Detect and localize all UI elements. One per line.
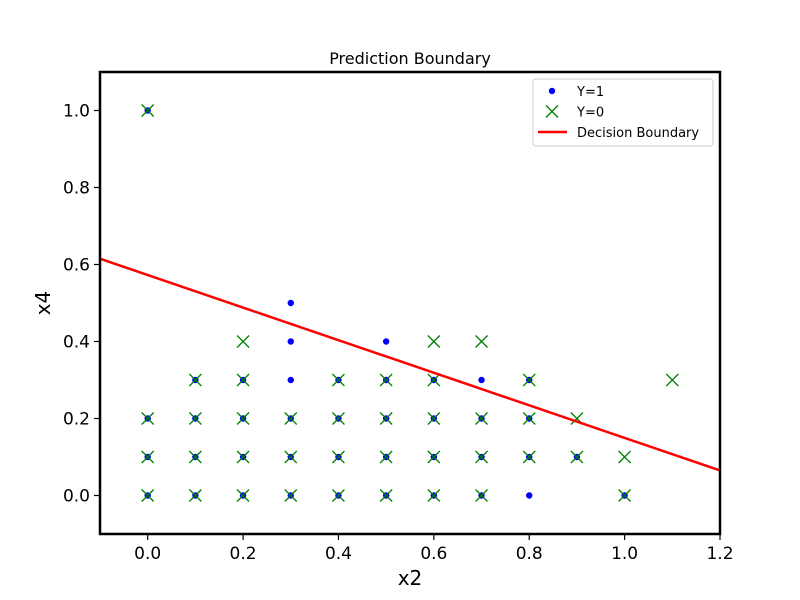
y-tick-label: 0.4	[63, 333, 90, 353]
y1-point	[382, 338, 390, 345]
decision-boundary-line	[100, 257, 720, 472]
y-tick-label: 0.8	[63, 179, 90, 199]
y0-point	[236, 373, 250, 387]
y0-point	[522, 450, 536, 464]
y1-point	[478, 376, 485, 384]
chart-title: Prediction Boundary	[329, 49, 491, 68]
y0-point	[475, 335, 488, 348]
axis-ticks: 0.0 0.2 0.4 0.6 0.8 1.0 1.2 0.0 0.2 0.4 0.6 0.8 1.0	[63, 102, 734, 565]
x-tick-label: 1.2	[706, 544, 733, 564]
y0-point	[284, 450, 298, 464]
y0-point	[475, 412, 488, 425]
y0-point	[284, 412, 298, 425]
y0-point	[427, 450, 441, 464]
y0-point	[284, 489, 298, 502]
y0-point	[427, 335, 441, 348]
plot-frame	[98, 70, 722, 536]
y0-point	[618, 489, 632, 502]
y1-point	[526, 492, 533, 499]
x-tick-label: 0.0	[134, 544, 161, 564]
legend-label: Y=1	[576, 85, 604, 100]
y-axis-label: x4	[31, 291, 55, 316]
y1-point	[287, 338, 294, 345]
x-axis-label: x2	[398, 566, 423, 590]
y0-point	[236, 489, 250, 502]
y0-point	[141, 104, 155, 117]
legend-box	[532, 78, 714, 147]
y0-point	[141, 489, 155, 502]
y0-point	[475, 489, 488, 502]
y0-point	[379, 412, 393, 425]
y-tick-label: 0.2	[63, 410, 90, 430]
x-tick-label: 1.0	[611, 544, 638, 564]
y0-point	[475, 450, 488, 464]
y0-point	[522, 373, 536, 387]
y1-point	[287, 299, 294, 307]
y0-point	[188, 489, 202, 502]
x-tick-label: 0.2	[230, 544, 257, 564]
y0-point	[332, 450, 345, 464]
legend-label: Y=0	[576, 106, 604, 121]
legend-marker-y0	[545, 105, 559, 118]
y0-point	[188, 450, 202, 464]
y0-point	[427, 373, 441, 387]
y-tick-label: 1.0	[63, 102, 90, 122]
y-tick-label: 0.6	[63, 256, 90, 276]
y0-point	[188, 373, 202, 387]
y0-point	[618, 450, 632, 464]
y0-point	[332, 412, 345, 425]
y0-point	[236, 450, 250, 464]
y0-point	[141, 450, 155, 464]
y0-point	[379, 450, 393, 464]
legend: Y=1 Y=0 Decision Boundary	[532, 78, 714, 147]
x-tick-label: 0.6	[420, 544, 447, 564]
y0-point	[427, 412, 441, 425]
x-tick-label: 0.4	[325, 544, 352, 564]
y0-point	[236, 412, 250, 425]
y-tick-label: 0.0	[63, 487, 90, 507]
plot-area	[100, 104, 720, 502]
y0-point	[665, 373, 679, 387]
y0-point	[236, 335, 250, 348]
y0-point	[570, 450, 584, 464]
y0-point	[379, 489, 393, 502]
y0-point	[188, 412, 202, 425]
legend-label: Decision Boundary	[577, 126, 699, 141]
y0-point	[379, 373, 393, 387]
y0-point	[332, 373, 345, 387]
x-tick-label: 0.8	[516, 544, 543, 564]
y0-point	[427, 489, 441, 502]
y0-point	[522, 412, 536, 425]
y0-point	[141, 412, 155, 425]
legend-marker-y1	[548, 87, 556, 95]
y1-point	[287, 376, 294, 384]
y0-point	[332, 489, 345, 502]
